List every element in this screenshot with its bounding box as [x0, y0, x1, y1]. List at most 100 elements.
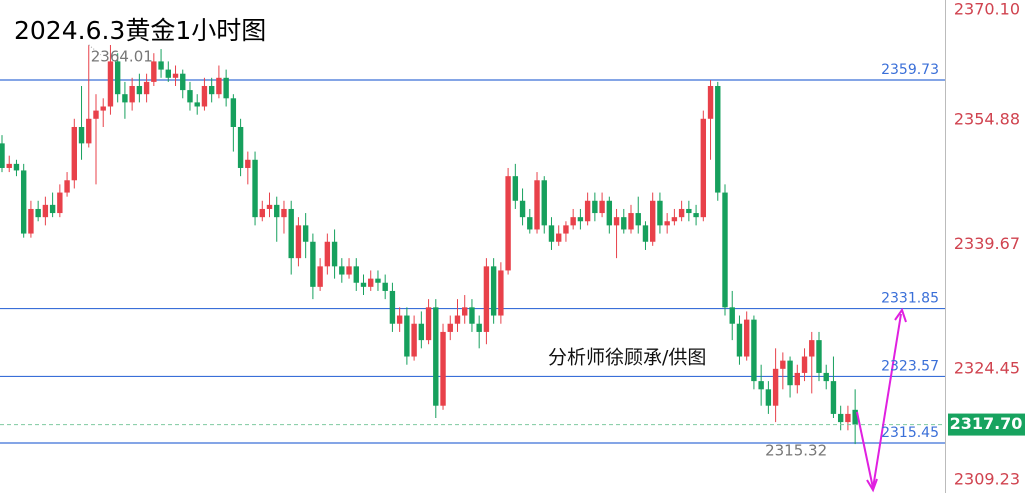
candle-body	[172, 73, 179, 78]
candle-body	[469, 307, 475, 324]
candle-body	[288, 208, 294, 259]
arrow-down	[856, 411, 874, 489]
candle-body	[772, 368, 779, 406]
candle-body	[302, 225, 309, 242]
y-tick-label: 2309.23	[954, 470, 1020, 489]
candle-body	[548, 225, 555, 242]
candle-body	[635, 213, 641, 226]
candle-body	[100, 106, 106, 111]
candle-body	[613, 217, 620, 226]
candle-body	[86, 118, 92, 144]
arrow-head	[894, 307, 907, 323]
candle-body	[830, 381, 837, 414]
candle-body	[114, 61, 121, 95]
candle-body	[339, 266, 345, 275]
candle-body	[780, 360, 786, 369]
candle-body	[71, 126, 77, 181]
candle-body	[64, 180, 70, 193]
candle-body	[751, 319, 757, 382]
candle-body	[331, 241, 338, 267]
candle-body	[599, 200, 605, 214]
candle-body	[476, 323, 482, 332]
candle-body	[252, 159, 258, 218]
candle-body	[700, 118, 707, 218]
candle-body	[136, 85, 143, 95]
candle-body	[823, 372, 829, 382]
candle-body	[592, 200, 598, 214]
candle-body	[353, 266, 359, 283]
candle-body	[642, 225, 649, 242]
candle-body	[129, 85, 135, 103]
candle-body	[194, 102, 200, 107]
candle-body	[845, 413, 851, 423]
candle-body	[809, 340, 815, 357]
y-tick-label: 2324.45	[954, 359, 1020, 378]
candle-body	[151, 61, 157, 82]
candle-body	[259, 208, 265, 218]
candle-body	[324, 241, 331, 267]
candle-body	[107, 61, 114, 107]
candle-body	[729, 307, 735, 324]
level-label: 2323.57	[881, 358, 939, 374]
candle-body	[28, 208, 34, 234]
candle-body	[295, 225, 302, 259]
candle-body	[765, 389, 772, 406]
candle-body	[396, 315, 403, 324]
candle-body	[801, 356, 808, 373]
candle-body	[425, 307, 432, 341]
current-price-tag	[948, 413, 1025, 436]
candle-body	[223, 77, 229, 99]
candle-body	[368, 278, 374, 287]
candle-body	[245, 159, 251, 168]
candle-body	[389, 290, 396, 324]
candle-body	[310, 241, 316, 287]
candle-body	[736, 323, 743, 357]
candle-body	[382, 282, 388, 291]
candle-body	[454, 315, 461, 324]
plot-area	[0, 44, 945, 445]
candle-body	[852, 409, 858, 425]
candle-body	[447, 323, 453, 332]
candle-body	[411, 323, 417, 357]
candle-body	[281, 208, 287, 218]
candle-body	[143, 81, 150, 95]
candle-body	[693, 213, 699, 218]
candle-body	[657, 200, 663, 226]
high-label: 2364.01	[91, 47, 153, 65]
candle-body	[57, 192, 63, 214]
candle-body	[722, 192, 728, 308]
chart-title: 2024.6.3黄金1小时图	[14, 16, 266, 45]
candle-body	[317, 266, 323, 287]
credit: 分析师徐顾承/供图	[548, 347, 706, 369]
candle-body	[201, 85, 208, 107]
candle-body	[13, 163, 20, 171]
candle-body	[606, 200, 613, 226]
candle-body	[498, 270, 504, 316]
candle-body	[440, 331, 446, 406]
y-tick-label: 2339.67	[954, 234, 1020, 253]
candle-body	[715, 85, 721, 193]
candle-body	[628, 213, 634, 230]
arrow-up	[872, 313, 902, 489]
candle-body	[237, 126, 244, 168]
candle-body	[621, 217, 627, 230]
candle-body	[346, 266, 352, 275]
candle-body	[216, 77, 222, 95]
candle-body	[208, 85, 215, 95]
candle-body	[563, 225, 569, 234]
candle-body	[165, 69, 171, 78]
candle-body	[42, 204, 49, 218]
candle-body	[816, 340, 822, 373]
candle-body	[404, 315, 410, 357]
candle-body	[433, 307, 439, 406]
candle-body	[671, 217, 678, 222]
candle-body	[483, 266, 490, 332]
candle-body	[541, 180, 547, 226]
candle-body	[519, 200, 526, 218]
candle-body	[794, 372, 800, 386]
candle-body	[35, 208, 41, 218]
candle-body	[266, 204, 273, 209]
candle-body	[230, 98, 237, 127]
candle-body	[678, 208, 685, 218]
